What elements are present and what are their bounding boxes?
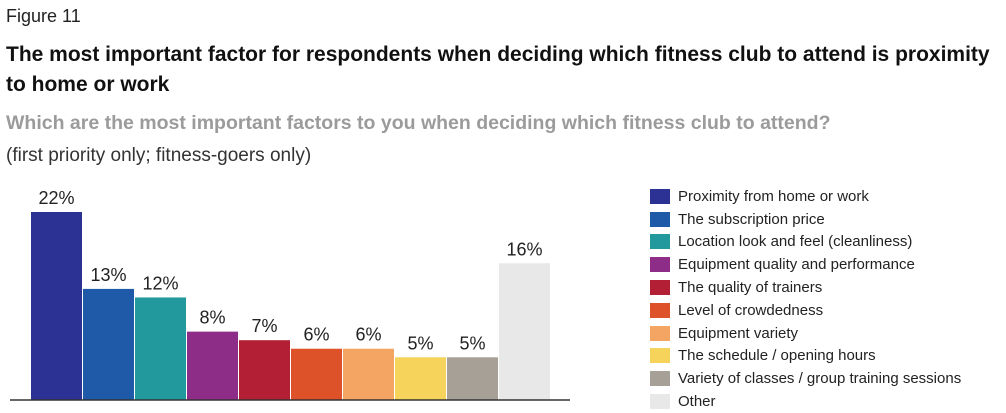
legend-label: The subscription price: [678, 210, 825, 228]
bar-value-label-7: 6%: [355, 325, 381, 345]
bar-4: [187, 331, 238, 400]
chart-subtitle: Which are the most important factors to …: [6, 112, 831, 134]
legend-swatch: [650, 234, 670, 250]
bar-value-label-1: 22%: [38, 188, 74, 208]
legend-swatch: [650, 257, 670, 273]
legend-label: Proximity from home or work: [678, 187, 869, 205]
legend-item: The quality of trainers: [650, 276, 961, 299]
bar-value-label-10: 16%: [506, 239, 542, 259]
legend-item: Other: [650, 390, 961, 413]
legend-label: Level of crowdedness: [678, 301, 824, 319]
bar-9: [447, 357, 498, 400]
bar-value-label-9: 5%: [459, 333, 485, 353]
bar-3: [135, 297, 186, 400]
legend-item: Proximity from home or work: [650, 185, 961, 208]
legend-swatch: [650, 280, 670, 296]
chart-note: (first priority only; fitness-goers only…: [6, 145, 312, 166]
legend-label: Equipment quality and performance: [678, 256, 915, 274]
legend-swatch: [650, 394, 670, 410]
bar-value-label-2: 13%: [90, 265, 126, 285]
legend-item: Location look and feel (cleanliness): [650, 231, 961, 254]
legend-label: Variety of classes / group training sess…: [678, 370, 962, 388]
bars-group: [31, 212, 550, 400]
legend-label: Other: [678, 393, 716, 411]
legend-label: Location look and feel (cleanliness): [678, 233, 913, 251]
legend-item: Variety of classes / group training sess…: [650, 367, 961, 390]
figure-label: Figure 11: [6, 6, 81, 26]
legend-item: Equipment quality and performance: [650, 253, 961, 276]
legend-swatch: [650, 325, 670, 341]
legend-label: Equipment variety: [678, 324, 799, 342]
legend-item: The subscription price: [650, 208, 961, 231]
legend: Proximity from home or work The subscript…: [650, 185, 961, 413]
legend-item: Equipment variety: [650, 322, 961, 345]
legend-swatch: [650, 302, 670, 318]
legend-label: The schedule / opening hours: [678, 347, 876, 365]
bar-chart: 22% 13% 12% 8% 7% 6% 6% 5% 5% 16%: [10, 188, 570, 401]
legend-swatch: [650, 211, 670, 227]
bar-value-label-6: 6%: [303, 325, 329, 345]
bar-value-label-5: 7%: [251, 316, 277, 336]
bar-2: [83, 288, 134, 400]
bar-1: [31, 212, 82, 400]
legend-swatch: [650, 371, 670, 387]
legend-swatch: [650, 348, 670, 364]
bar-6: [291, 348, 342, 400]
bar-7: [343, 348, 394, 400]
legend-item: Level of crowdedness: [650, 299, 961, 322]
bar-10: [499, 263, 550, 400]
bar-8: [395, 357, 446, 400]
chart-headline: The most important factor for respondent…: [6, 43, 990, 96]
bar-5: [239, 340, 290, 400]
bar-value-label-4: 8%: [199, 308, 225, 328]
value-labels-group: 22% 13% 12% 8% 7% 6% 6% 5% 5% 16%: [38, 188, 542, 353]
bar-value-label-8: 5%: [407, 333, 433, 353]
legend-item: The schedule / opening hours: [650, 345, 961, 368]
legend-swatch: [650, 188, 670, 204]
legend-label: The quality of trainers: [678, 279, 823, 297]
bar-value-label-3: 12%: [142, 273, 178, 293]
